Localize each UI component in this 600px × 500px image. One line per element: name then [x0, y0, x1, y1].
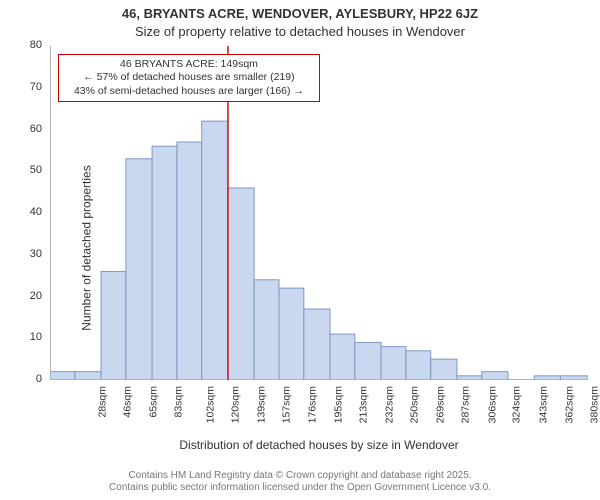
y-tick-label: 60	[4, 123, 42, 135]
x-tick-label: 28sqm	[97, 386, 109, 418]
x-tick-label: 195sqm	[333, 386, 345, 423]
x-tick-label: 213sqm	[358, 386, 370, 423]
x-tick-label: 306sqm	[486, 386, 498, 423]
histogram-bar	[101, 271, 126, 380]
y-tick-label: 20	[4, 290, 42, 302]
x-tick-label: 46sqm	[121, 386, 133, 418]
x-tick-label: 176sqm	[307, 386, 319, 423]
x-tick-label: 83sqm	[172, 386, 184, 418]
histogram-bar	[355, 342, 381, 380]
titles-block: 46, BRYANTS ACRE, WENDOVER, AYLESBURY, H…	[0, 0, 600, 39]
x-tick-label: 157sqm	[280, 386, 292, 423]
x-tick-label: 65sqm	[148, 386, 160, 418]
annotation-box: 46 BRYANTS ACRE: 149sqm ← 57% of detache…	[58, 54, 320, 101]
page-title-line2: Size of property relative to detached ho…	[0, 24, 600, 40]
x-tick-label: 120sqm	[229, 386, 241, 423]
x-tick-label: 232sqm	[384, 386, 396, 423]
x-tick-label: 324sqm	[511, 386, 523, 423]
histogram-bar	[431, 359, 457, 380]
histogram-bar	[406, 351, 431, 380]
histogram-bar	[304, 309, 330, 380]
x-tick-label: 362sqm	[563, 386, 575, 423]
y-tick-label: 10	[4, 331, 42, 343]
histogram-bar	[152, 146, 177, 380]
x-axis-label: Distribution of detached houses by size …	[50, 438, 588, 452]
annotation-line3: 43% of semi-detached houses are larger (…	[64, 85, 314, 98]
y-tick-label: 80	[4, 39, 42, 51]
caption-line1: Contains HM Land Registry data © Crown c…	[0, 470, 600, 482]
x-tick-label: 139sqm	[256, 386, 268, 423]
page-title-line1: 46, BRYANTS ACRE, WENDOVER, AYLESBURY, H…	[0, 6, 600, 22]
x-tick-label: 380sqm	[588, 386, 600, 423]
histogram-bar	[482, 372, 508, 380]
histogram-bar	[177, 142, 202, 380]
y-tick-label: 50	[4, 164, 42, 176]
histogram-bar	[254, 280, 279, 380]
x-tick-label: 250sqm	[409, 386, 421, 423]
y-tick-label: 40	[4, 206, 42, 218]
chart-container: Number of detached properties 28sqm46sqm…	[0, 42, 600, 454]
histogram-bar	[126, 159, 152, 380]
x-tick-label: 287sqm	[460, 386, 472, 423]
histogram-bar	[330, 334, 355, 380]
histogram-bar	[202, 121, 228, 380]
annotation-line2: ← 57% of detached houses are smaller (21…	[64, 71, 314, 84]
histogram-bar	[75, 372, 101, 380]
histogram-bar	[279, 288, 304, 380]
y-tick-label: 70	[4, 81, 42, 93]
histogram-bar	[381, 347, 406, 380]
y-tick-label: 30	[4, 248, 42, 260]
histogram-bar	[50, 372, 75, 380]
x-tick-label: 343sqm	[537, 386, 549, 423]
x-tick-label: 102sqm	[204, 386, 216, 423]
histogram-bar	[228, 188, 254, 380]
annotation-line1: 46 BRYANTS ACRE: 149sqm	[64, 58, 314, 71]
x-tick-labels: 28sqm 46sqm 65sqm 83sqm 102sqm 120sqm 139sqm 15…	[50, 380, 588, 432]
y-tick-label: 0	[4, 373, 42, 385]
caption-line2: Contains public sector information licen…	[0, 482, 600, 494]
y-tick-labels: 01020304050607080	[0, 42, 44, 380]
x-tick-label: 269sqm	[435, 386, 447, 423]
